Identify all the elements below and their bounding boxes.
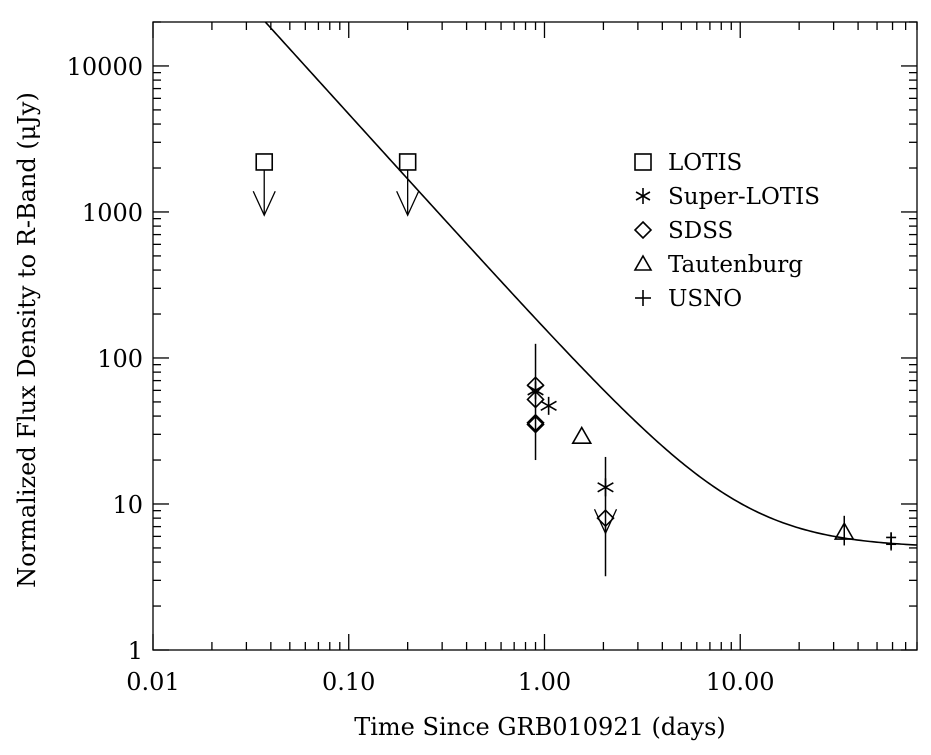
y-tick-label: 100 (97, 345, 143, 373)
y-tick-label: 1 (128, 637, 143, 665)
y-tick-label: 10 (112, 491, 143, 519)
upper-limit-arrowhead (396, 190, 420, 217)
axes: 0.01 0.10 1.00 10.00 1 10 100 1000 10000 (67, 21, 918, 696)
x-axis-title: Time Since GRB010921 (days) (354, 713, 726, 741)
marker-square (255, 153, 274, 171)
model-curve (264, 21, 918, 546)
marker-triangle (833, 521, 855, 540)
marker-diamond (596, 509, 615, 528)
x-tick-label: 10.00 (706, 668, 775, 696)
marker-diamond (633, 220, 653, 240)
marker-asterisk (540, 400, 557, 412)
x-tick-label: 0.10 (322, 668, 375, 696)
legend-label: Tautenburg (668, 252, 803, 278)
legend-label: USNO (668, 286, 742, 312)
marker-asterisk (635, 191, 651, 201)
marker-asterisk (597, 482, 614, 493)
marker-diamond (526, 390, 545, 409)
upper-limit-arrowhead (252, 190, 276, 217)
marker-diamond (526, 415, 545, 434)
legend-label: Super-LOTIS (668, 184, 820, 210)
data-points (252, 153, 897, 577)
legend: LOTIS Super-LOTIS SDSS Tautenburg USNO (633, 150, 820, 312)
y-axis-title: Normalized Flux Density to R-Band (μJy) (13, 92, 41, 588)
model-curve-line (264, 21, 918, 546)
marker-diamond (526, 376, 545, 395)
x-tick-label: 0.01 (126, 668, 179, 696)
marker-diamond (526, 413, 545, 432)
x-tick-label: 1.00 (518, 668, 571, 696)
legend-label: SDSS (668, 218, 733, 244)
marker-triangle (571, 425, 593, 445)
marker-square (398, 153, 417, 171)
marker-square (634, 153, 652, 171)
y-tick-label: 10000 (67, 53, 143, 81)
y-tick-label: 1000 (82, 199, 143, 227)
legend-label: LOTIS (668, 150, 742, 176)
plot-frame (152, 21, 918, 651)
marker-triangle (633, 254, 653, 271)
